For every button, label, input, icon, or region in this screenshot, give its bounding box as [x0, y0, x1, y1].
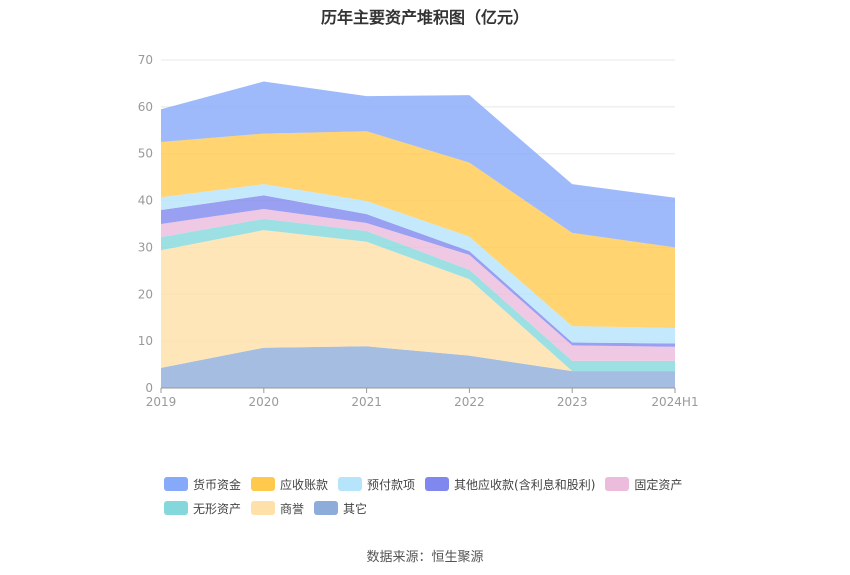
x-tick-label: 2024H1 [651, 395, 698, 409]
y-tick-label: 40 [138, 194, 153, 208]
legend-swatch [314, 501, 339, 515]
area-series-4 [161, 195, 675, 347]
area-series-6 [161, 131, 675, 329]
chart-title: 历年主要资产堆积图（亿元） [320, 8, 529, 27]
legend-label: 固定资产 [634, 477, 683, 492]
legend-swatch [605, 477, 630, 491]
legend-label: 货币资金 [193, 477, 242, 492]
legend-item[interactable]: 其它 [314, 500, 367, 517]
y-tick-label: 10 [138, 334, 153, 348]
y-tick-label: 0 [145, 381, 153, 395]
legend-item[interactable]: 货币资金 [164, 476, 241, 493]
x-tick-label: 2021 [351, 395, 382, 409]
area-series-0 [161, 346, 675, 388]
area-series-1 [161, 230, 675, 372]
legend-label: 其它 [343, 501, 368, 516]
legend-item[interactable]: 其他应收款(含利息和股利) [425, 476, 595, 493]
legend-swatch [164, 501, 188, 515]
x-tick-label: 2020 [249, 395, 280, 409]
legend-row: 货币资金 应收账款 预付款项 其他应收款(含利息和股利) 固定资产 [164, 472, 724, 496]
legend-label: 商誉 [280, 501, 305, 516]
legend-swatch [425, 477, 450, 491]
legend-swatch [338, 477, 363, 491]
legend-item[interactable]: 预付款项 [338, 476, 415, 493]
legend-label: 应收账款 [280, 477, 329, 492]
legend-item[interactable]: 应收账款 [251, 476, 328, 493]
area-series-3 [161, 209, 675, 361]
axes: 2019 2020 2021 2022 2023 2024H1 [146, 387, 699, 409]
y-tick-label: 20 [138, 287, 153, 301]
source-note: 数据来源：恒生聚源 [366, 550, 484, 565]
x-tick-label: 2022 [454, 395, 485, 409]
area-series-layer [161, 81, 675, 388]
legend-label: 预付款项 [367, 477, 416, 492]
legend-item[interactable]: 无形资产 [164, 500, 241, 517]
y-tick-label: 50 [138, 147, 153, 161]
x-tick-label: 2019 [146, 395, 177, 409]
legend-label: 其他应收款(含利息和股利) [454, 477, 596, 492]
legend-swatch [251, 477, 276, 491]
legend-row: 无形资产 商誉 其它 [164, 496, 724, 520]
legend-swatch [251, 501, 276, 515]
area-series-5 [161, 184, 675, 344]
area-series-2 [161, 218, 675, 372]
legend-label: 无形资产 [193, 501, 242, 516]
area-series-7 [161, 81, 675, 248]
legend-swatch [164, 477, 188, 491]
x-tick-label: 2023 [557, 395, 588, 409]
y-tick-label: 60 [138, 100, 153, 114]
legend: 货币资金 应收账款 预付款项 其他应收款(含利息和股利) 固定资产无形资产 商誉 其它 [164, 472, 724, 520]
legend-item[interactable]: 商誉 [251, 500, 304, 517]
y-tick-label: 70 [138, 53, 153, 67]
y-tick-label: 30 [138, 240, 153, 254]
legend-item[interactable]: 固定资产 [605, 476, 682, 493]
